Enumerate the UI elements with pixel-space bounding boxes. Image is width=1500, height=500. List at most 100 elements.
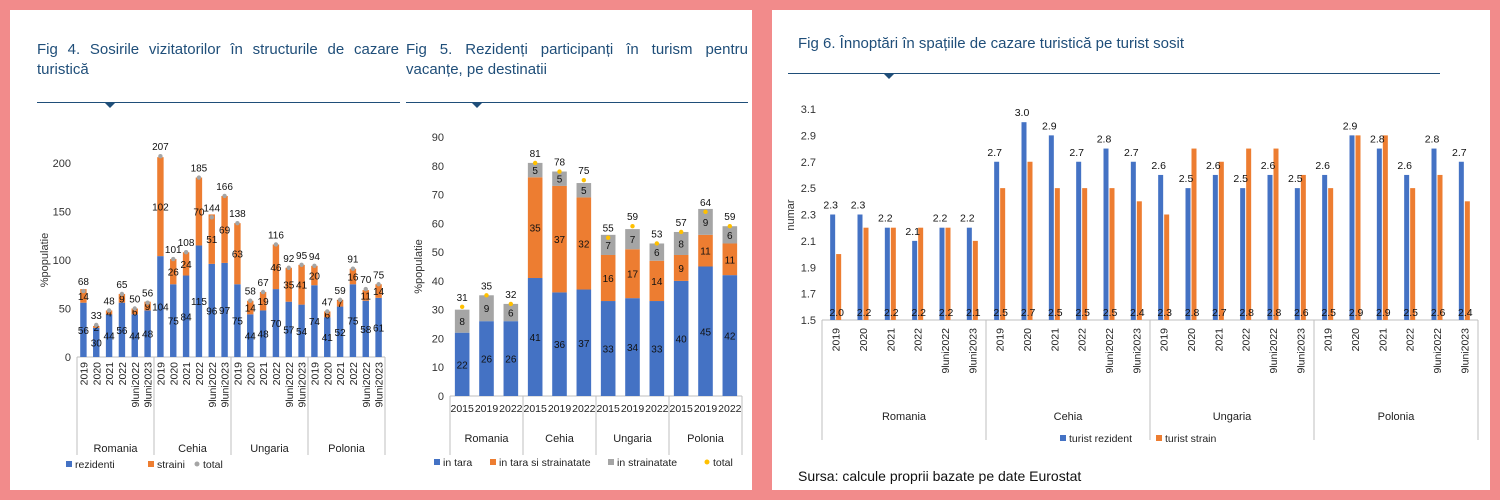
bar-resident (1294, 188, 1300, 320)
data-label-resident: 2.6 (1397, 160, 1412, 172)
legend-label: total (713, 457, 733, 469)
total-label: 67 (258, 278, 270, 289)
data-label-foreign: 2.3 (1157, 307, 1172, 319)
fig5-chart: 0102030405060708090%populatieRomania2208… (413, 132, 743, 469)
x-tick-label: 2019 (1159, 328, 1171, 352)
y-tick-label: 2.7 (801, 157, 816, 169)
data-label: 51 (206, 235, 218, 246)
y-tick-label: 10 (432, 362, 444, 374)
total-marker (119, 291, 125, 297)
x-tick-label: 2022 (194, 362, 206, 386)
bar-segment (157, 157, 164, 257)
total-marker (654, 241, 660, 246)
data-label-resident: 2.1 (905, 226, 920, 238)
bar-foreign (1246, 148, 1252, 320)
data-label-foreign: 2.5 (1103, 307, 1118, 319)
bar-segment (285, 267, 292, 302)
total-marker (273, 242, 279, 247)
y-tick-label: 0 (438, 391, 444, 403)
y-tick-label: 100 (53, 255, 71, 267)
total-label: 101 (165, 245, 182, 256)
bar-foreign (918, 227, 924, 320)
bar-foreign (1273, 148, 1279, 320)
panel-right: Fig 6. Înnoptări în spațiile de cazare t… (772, 10, 1490, 490)
data-label-foreign: 2.5 (1321, 307, 1336, 319)
y-tick-label: 2.1 (801, 236, 816, 248)
fig6-title-rule (788, 73, 1440, 74)
total-label: 92 (283, 254, 295, 265)
bar-segment (576, 289, 592, 396)
total-marker (581, 177, 587, 183)
bar-segment (362, 290, 369, 301)
x-tick-label: 2020 (91, 362, 103, 386)
data-label-resident: 2.5 (1179, 173, 1194, 185)
data-label-resident: 2.7 (987, 147, 1002, 159)
total-marker (94, 322, 99, 328)
bar-segment (324, 311, 331, 318)
total-marker (106, 308, 112, 313)
x-tick-label: 2015 (450, 403, 474, 415)
data-label: 11 (700, 247, 711, 258)
fig6-title: Fig 6. Înnoptări în spațiile de cazare t… (798, 35, 1185, 52)
data-label-foreign: 2.8 (1239, 307, 1254, 319)
group-label: Ungaria (1213, 411, 1252, 423)
x-tick-label: 2022 (572, 403, 596, 415)
total-marker (196, 175, 202, 180)
total-label: 55 (603, 224, 615, 235)
total-label: 116 (268, 230, 284, 241)
total-label: 59 (724, 212, 736, 223)
x-tick-label: 2022 (499, 403, 523, 415)
bar-segment (336, 306, 344, 357)
data-label-foreign: 2.2 (884, 307, 899, 319)
x-tick-label: 2019 (621, 403, 645, 415)
bar-segment (221, 195, 228, 263)
bar-segment (649, 243, 665, 261)
y-tick-label: 30 (432, 305, 444, 317)
bar-segment (272, 289, 280, 357)
data-label: 48 (258, 330, 270, 341)
data-label: 48 (142, 330, 154, 341)
group-label: Polonia (687, 433, 725, 445)
x-tick-label: 2020 (322, 362, 334, 386)
total-label: 64 (700, 198, 712, 209)
data-label-resident: 2.2 (933, 213, 948, 225)
legend-swatch (66, 461, 72, 467)
total-label: 75 (578, 166, 590, 177)
bar-resident (1158, 174, 1164, 320)
x-tick-label: 2022 (645, 403, 669, 415)
x-tick-label: 2019 (995, 328, 1007, 352)
data-label: 70 (193, 208, 205, 219)
total-label: 57 (676, 218, 688, 229)
group-label: Ungaria (613, 433, 652, 445)
group-label: Ungaria (250, 443, 289, 455)
bar-segment (698, 208, 713, 235)
total-marker (484, 293, 489, 298)
data-label: 57 (283, 325, 295, 336)
x-tick-label: 9luni2023 (143, 362, 155, 408)
bar-segment (247, 314, 254, 357)
x-tick-label: 9luni2022 (361, 362, 373, 408)
data-label: 26 (505, 355, 517, 366)
data-label: 54 (296, 327, 308, 338)
bar-segment (195, 245, 203, 357)
bar-segment (234, 284, 241, 357)
bar-segment (195, 177, 203, 246)
bar-resident (939, 227, 945, 320)
data-label: 104 (152, 303, 169, 314)
data-label: 14 (651, 277, 663, 288)
data-label-resident: 2.7 (1452, 147, 1467, 159)
bar-segment (208, 263, 215, 357)
total-label: 108 (178, 238, 195, 249)
data-label: 52 (335, 328, 347, 339)
data-label: 74 (309, 317, 321, 328)
total-label: 81 (530, 149, 542, 160)
data-label: 17 (627, 270, 639, 281)
bar-segment (527, 278, 543, 396)
data-label-resident: 2.9 (1343, 120, 1358, 132)
bar-segment (259, 292, 267, 311)
bar-segment (722, 275, 738, 396)
fig4-title: Fig 4. Sosirile vizitatorilor în structu… (37, 41, 399, 78)
group-label: Romania (464, 433, 509, 445)
y-tick-label: 2.5 (801, 183, 816, 195)
bar-resident (1048, 135, 1054, 320)
